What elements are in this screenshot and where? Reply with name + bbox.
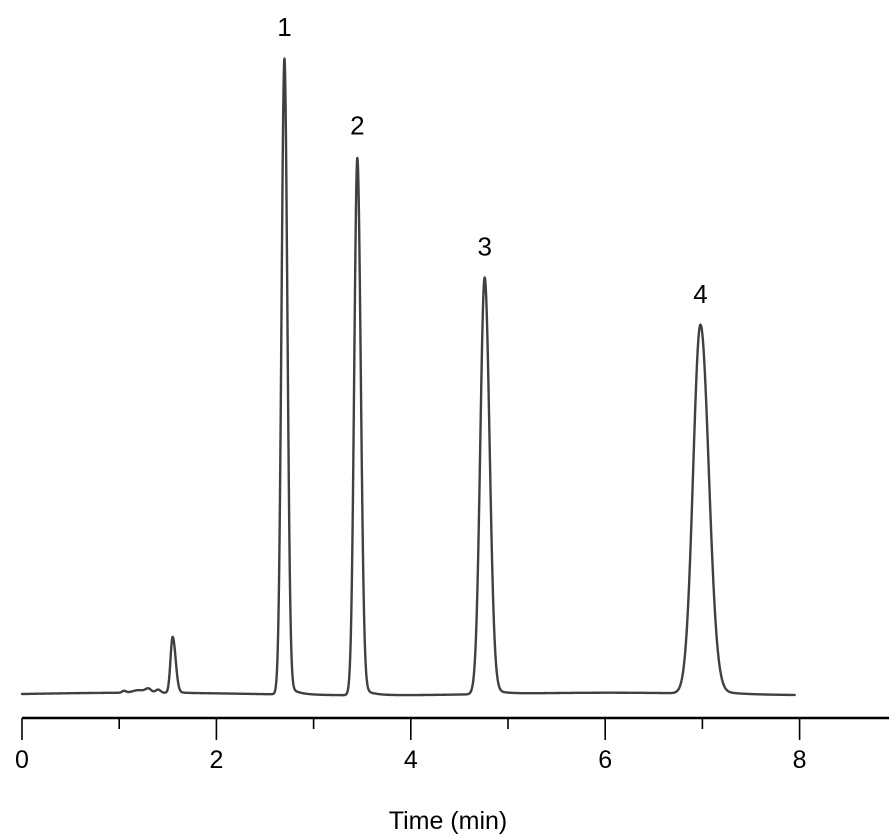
- x-tick-label: 0: [15, 746, 29, 774]
- x-tick-label: 4: [404, 746, 418, 774]
- x-tick-label: 8: [793, 746, 807, 774]
- peak-label: 4: [693, 279, 707, 309]
- peak-label: 3: [477, 231, 491, 261]
- x-tick-label: 6: [598, 746, 612, 774]
- peak-labels: 1 2 3 4: [277, 12, 707, 309]
- peak-label: 1: [277, 12, 291, 42]
- x-axis: 0 2 4 6 8: [15, 716, 889, 774]
- chromatogram-trace: [20, 57, 796, 697]
- x-axis-title: Time (min): [389, 807, 508, 835]
- x-tick-label: 2: [209, 746, 223, 774]
- trace-layer: [20, 57, 796, 697]
- peak-label: 2: [350, 111, 364, 141]
